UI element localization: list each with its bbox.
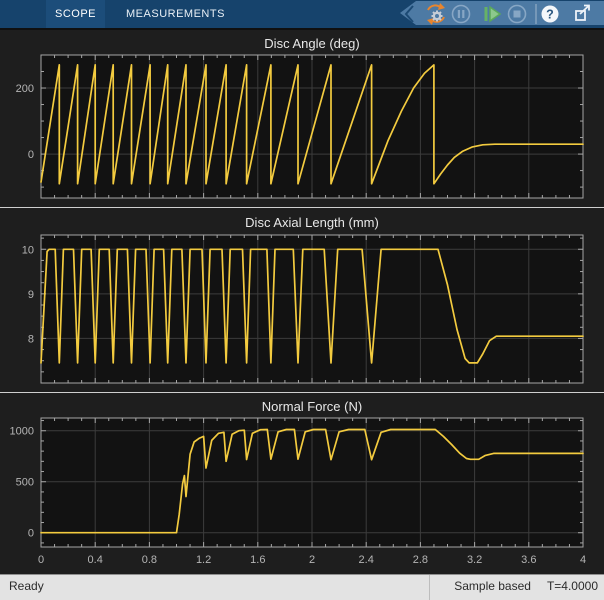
svg-text:2.4: 2.4 (359, 554, 374, 566)
toolbar: SCOPE MEASUREMENTS (0, 0, 604, 30)
svg-text:1000: 1000 (10, 426, 34, 438)
panel-disc-angle: Disc Angle (deg) 0 200 (0, 30, 604, 207)
status-bar: Ready Sample based T=4.0000 (0, 574, 604, 600)
svg-text:1.2: 1.2 (196, 554, 211, 566)
pause-button[interactable] (451, 4, 471, 24)
status-ready: Ready (9, 579, 44, 593)
plot-title-disc-axial-length: Disc Axial Length (mm) (245, 215, 379, 230)
undock-button[interactable] (575, 4, 590, 21)
undock-icon (575, 10, 586, 21)
svg-text:0.4: 0.4 (88, 554, 103, 566)
help-button[interactable]: ? (541, 5, 559, 23)
question-icon (541, 5, 559, 23)
status-sample-mode: Sample based (454, 579, 531, 593)
svg-text:2: 2 (309, 554, 315, 566)
disc-axial-length-plot-canvas: 8 9 10 (22, 234, 584, 384)
panel-normal-force: Normal Force (N) 0 500 1000 0 0.4 0.8 1.2 1.6 2 2… (0, 393, 604, 573)
svg-text:3.2: 3.2 (467, 554, 482, 566)
svg-text:500: 500 (16, 477, 34, 489)
stepping-options-button[interactable] (427, 3, 445, 25)
step-forward-button[interactable] (484, 5, 502, 23)
status-sim-time: T=4.0000 (546, 579, 598, 593)
toolbar-actions-panel: ? (400, 1, 604, 25)
panel-disc-axial-length: Disc Axial Length (mm) 8 9 10 (0, 208, 604, 392)
scope-area: Disc Angle (deg) 0 200 Disc Axial Length … (0, 30, 604, 574)
svg-text:8: 8 (28, 333, 34, 345)
tab-measurements[interactable]: MEASUREMENTS (126, 8, 225, 20)
svg-text:9: 9 (28, 289, 34, 301)
svg-text:1.6: 1.6 (250, 554, 265, 566)
collapse-chevron-icon[interactable] (404, 5, 414, 23)
panel-divider (0, 392, 604, 393)
disc-angle-plot-canvas: 0 200 (16, 54, 584, 199)
status-separator (429, 575, 430, 600)
stop-button[interactable] (507, 4, 527, 24)
svg-text:2.8: 2.8 (413, 554, 428, 566)
panel-divider (0, 207, 604, 208)
svg-text:0: 0 (28, 149, 34, 161)
svg-text:0: 0 (38, 554, 44, 566)
plot-title-normal-force: Normal Force (N) (261, 399, 363, 414)
tab-scope[interactable]: SCOPE (46, 0, 106, 28)
svg-text:4: 4 (580, 554, 586, 566)
svg-text:?: ? (546, 8, 554, 22)
svg-text:0: 0 (28, 528, 34, 540)
svg-text:3.6: 3.6 (521, 554, 536, 566)
svg-text:200: 200 (16, 83, 34, 95)
normal-force-plot-canvas: 0 500 1000 0 0.4 0.8 1.2 1.6 2 2.4 2.8 3.2 3.6 4 (10, 417, 586, 566)
svg-text:10: 10 (22, 244, 34, 256)
plot-title-disc-angle: Disc Angle (deg) (264, 36, 360, 51)
svg-text:0.8: 0.8 (142, 554, 157, 566)
toolbar-tabs: SCOPE MEASUREMENTS (46, 0, 234, 28)
